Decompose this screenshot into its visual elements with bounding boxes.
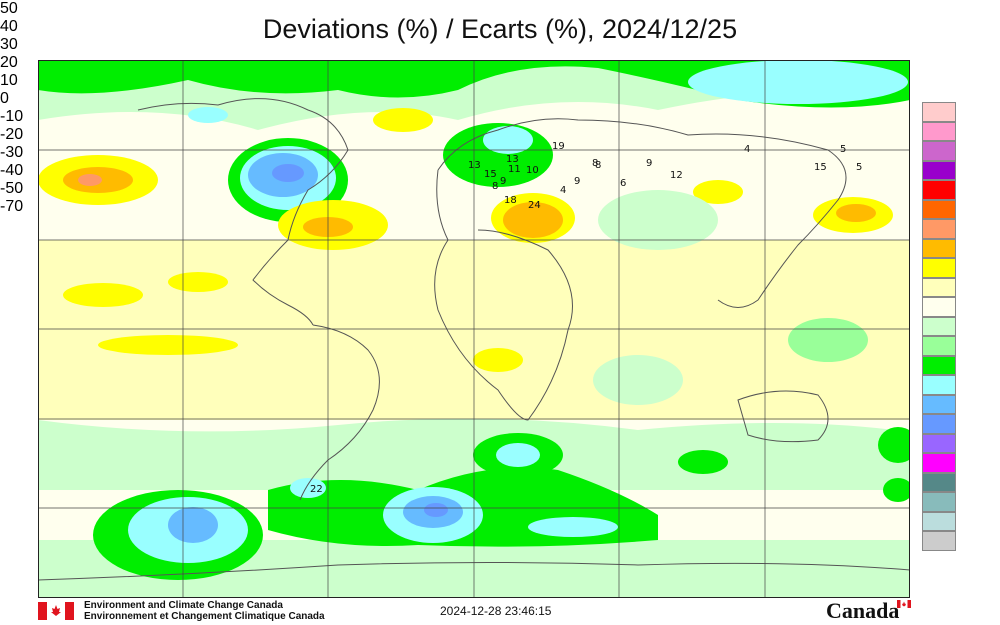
arctic-cyan xyxy=(688,60,908,104)
station-label: 11 xyxy=(508,164,521,175)
legend-swatch xyxy=(922,492,956,512)
sw-pacific-blue xyxy=(168,507,218,543)
east-pac-yellow xyxy=(63,283,143,307)
patagonia-cyan xyxy=(290,478,326,498)
legend-tick-label: -30 xyxy=(0,144,24,161)
s-atl-blue-core xyxy=(424,503,448,517)
legend-swatch xyxy=(922,238,956,258)
legend-tick-label: 30 xyxy=(0,36,18,53)
station-labels: 19 13 13 15 11 10 9 8 8 9 18 24 4 8 6 9 … xyxy=(310,141,862,495)
org-name-en: Environment and Climate Change Canada xyxy=(84,600,283,611)
legend-swatch xyxy=(922,102,956,122)
legend-swatch xyxy=(922,414,956,434)
africa-yellow xyxy=(473,348,523,372)
legend-swatch xyxy=(922,472,956,492)
station-label: 9 xyxy=(574,176,580,187)
station-label: 6 xyxy=(620,178,626,189)
indonesia-green xyxy=(788,318,868,362)
far-se-green xyxy=(883,478,910,502)
east-pac-yellow-2 xyxy=(168,272,228,292)
south-pac-yellow xyxy=(98,335,238,355)
station-label: 18 xyxy=(504,195,517,206)
station-label: 4 xyxy=(744,144,750,155)
canada-flag-icon xyxy=(38,602,74,620)
station-label: 5 xyxy=(840,144,846,155)
legend-tick-label: -20 xyxy=(0,126,24,143)
legend-swatch xyxy=(922,277,956,297)
color-legend xyxy=(922,102,956,551)
station-label: 19 xyxy=(552,141,565,152)
legend-swatch xyxy=(922,511,956,531)
station-label: 15 xyxy=(484,169,497,180)
legend-tick-label: -10 xyxy=(0,108,24,125)
s-indian-green xyxy=(678,450,728,474)
deviation-map: 19 13 13 15 11 10 9 8 8 9 18 24 4 8 6 9 … xyxy=(38,60,910,598)
arctic-cyan-small xyxy=(188,107,228,123)
legend-swatch xyxy=(922,160,956,180)
station-label: 8 xyxy=(592,158,598,169)
asia-warm-yellow xyxy=(693,180,743,204)
generation-timestamp: 2024-12-28 23:46:15 xyxy=(440,604,552,618)
scan-cyan xyxy=(483,126,533,154)
legend-swatch xyxy=(922,453,956,473)
legend-tick-label: 0 xyxy=(0,90,9,107)
legend-swatch xyxy=(922,316,956,336)
na-blue-core xyxy=(272,164,304,182)
legend-swatch xyxy=(922,355,956,375)
legend-swatch xyxy=(922,258,956,278)
station-label: 5 xyxy=(856,162,862,173)
legend-tick-labels: 50 40 30 20 10 0 -10 -20 -30 -40 -50 -70 xyxy=(0,0,1000,216)
canada-warm-yellow xyxy=(373,108,433,132)
legend-tick-label: -40 xyxy=(0,162,24,179)
map-title: Deviations (%) / Ecarts (%), 2024/12/25 xyxy=(262,14,738,44)
legend-tick-label: 20 xyxy=(0,54,18,71)
legend-swatch xyxy=(922,336,956,356)
organization-name: Environment and Climate Change Canada En… xyxy=(84,600,325,622)
station-label: 9 xyxy=(646,158,652,169)
south-atl-cyan xyxy=(496,443,540,467)
station-label: 9 xyxy=(500,176,506,187)
legend-swatch xyxy=(922,297,956,317)
station-label: 15 xyxy=(814,162,827,173)
legend-swatch xyxy=(922,141,956,161)
station-label: 13 xyxy=(506,154,519,165)
legend-swatch xyxy=(922,121,956,141)
legend-swatch xyxy=(922,433,956,453)
station-label: 22 xyxy=(310,484,323,495)
legend-swatch xyxy=(922,394,956,414)
map-frame xyxy=(38,60,910,598)
legend-swatch xyxy=(922,199,956,219)
station-label: 8 xyxy=(492,181,498,192)
station-label: 8 xyxy=(595,160,601,171)
canada-wordmark: Canada xyxy=(826,598,900,623)
pacific-warm-core xyxy=(78,174,102,186)
wordmark-flag-icon xyxy=(897,600,911,608)
asia-green xyxy=(598,190,718,250)
legend-swatch xyxy=(922,180,956,200)
legend-tick-label: 50 xyxy=(0,0,18,17)
station-label: 10 xyxy=(526,165,539,176)
legend-swatch xyxy=(922,219,956,239)
med-warm-orange xyxy=(503,202,563,238)
station-label: 24 xyxy=(528,200,541,211)
legend-tick-label: 10 xyxy=(0,72,18,89)
station-label: 4 xyxy=(560,185,566,196)
legend-swatch xyxy=(922,375,956,395)
legend-tick-label: -50 xyxy=(0,180,24,197)
s-indian-cyan xyxy=(528,517,618,537)
far-east-green xyxy=(878,427,910,463)
indian-green xyxy=(593,355,683,405)
legend-tick-label: -70 xyxy=(0,198,24,215)
org-name-fr: Environnement et Changement Climatique C… xyxy=(84,611,325,622)
legend-tick-label: 40 xyxy=(0,18,18,35)
station-label: 13 xyxy=(468,160,481,171)
arctic-green xyxy=(38,60,910,108)
graticule xyxy=(38,60,910,598)
japan-warm-orange xyxy=(836,204,876,222)
station-label: 12 xyxy=(670,170,683,181)
legend-swatch xyxy=(922,531,956,551)
